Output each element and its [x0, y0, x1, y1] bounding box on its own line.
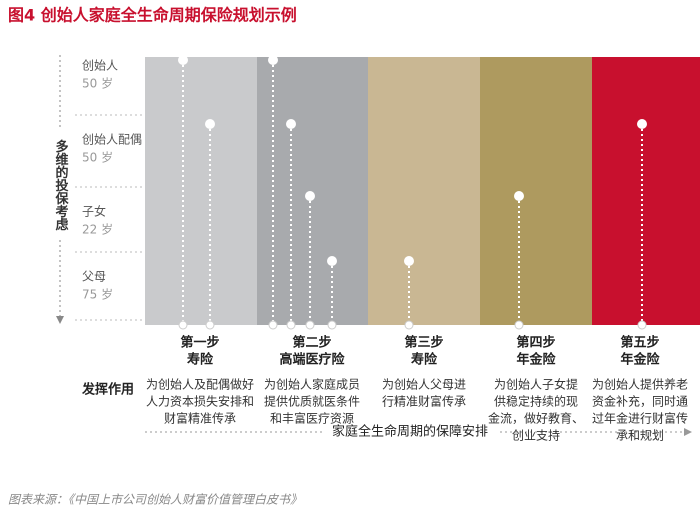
column	[257, 57, 368, 325]
title: 图4 创始人家庭全生命周期保险规划示例	[8, 6, 297, 25]
step-desc: 创业支持	[512, 428, 560, 443]
pin-dot	[514, 191, 524, 201]
pin-dot	[178, 55, 188, 65]
pin-base	[268, 320, 278, 330]
pin-base	[205, 320, 215, 330]
step-desc: 为创始人家庭成员	[264, 377, 360, 392]
pin-dot	[268, 55, 278, 65]
timeline-arrow	[684, 428, 692, 436]
pin-base	[514, 320, 524, 330]
column	[145, 57, 257, 325]
pin-dot	[404, 256, 414, 266]
pin-base	[637, 320, 647, 330]
step-desc: 人力资本损失安排和	[146, 394, 254, 409]
step-desc: 财富精准传承	[164, 411, 236, 426]
pin-base	[286, 320, 296, 330]
step-desc: 资金补充，同时通	[592, 394, 688, 409]
step-product: 年金险	[516, 352, 556, 368]
step-desc: 为创始人父母进	[382, 378, 466, 392]
step-number: 第一步	[180, 335, 219, 351]
step-desc: 金流，做好教育、	[488, 411, 584, 426]
axis-label: 多维的投保考虑	[53, 139, 70, 232]
column	[368, 57, 480, 325]
columns	[145, 57, 700, 325]
pin-dot	[286, 119, 296, 129]
column	[480, 57, 592, 325]
step-desc: 提供优质就医条件	[264, 394, 360, 409]
row-age: 50 岁	[82, 76, 113, 91]
role-label: 发挥作用	[81, 382, 134, 398]
pin-dot	[637, 119, 647, 129]
step-desc: 承和规划	[616, 428, 664, 443]
source: 图表来源：《中国上市公司创始人财富价值管理白皮书》	[8, 493, 302, 507]
step-number: 第三步	[404, 335, 443, 351]
step-desc: 为创始人及配偶做好	[146, 377, 254, 392]
pin-dot	[305, 191, 315, 201]
axis-arrow	[56, 316, 64, 324]
step-product: 寿险	[187, 352, 214, 368]
step-number: 第四步	[516, 335, 555, 351]
step-number: 第二步	[292, 335, 331, 351]
row-age: 50 岁	[82, 150, 113, 165]
row-name: 父母	[82, 270, 106, 284]
timeline-label: 家庭全生命周期的保障安排	[332, 424, 488, 440]
pin-base	[178, 320, 188, 330]
timeline-bg	[322, 422, 498, 442]
step-product: 寿险	[411, 352, 438, 368]
step-desc: 为创始人提供养老	[592, 377, 688, 392]
step-desc: 行精准财富传承	[382, 394, 466, 409]
pin-base	[305, 320, 315, 330]
row-name: 创始人配偶	[82, 133, 142, 147]
column	[592, 57, 700, 325]
row-name: 创始人	[82, 59, 118, 73]
pin-dot	[327, 256, 337, 266]
step-desc: 供稳定持续的现	[494, 394, 578, 409]
pin-base	[327, 320, 337, 330]
pin-dot	[205, 119, 215, 129]
row-age: 22 岁	[82, 222, 113, 237]
pin-base	[404, 320, 414, 330]
step-number: 第五步	[620, 335, 659, 351]
step-desc: 过年金进行财富传	[592, 411, 688, 426]
row-age: 75 岁	[82, 287, 113, 302]
step-desc: 为创始人子女提	[494, 377, 578, 392]
step-product: 高端医疗险	[279, 352, 345, 368]
row-name: 子女	[82, 204, 106, 219]
step-desc: 和丰富医疗资源	[270, 411, 354, 426]
step-product: 年金险	[620, 352, 660, 368]
